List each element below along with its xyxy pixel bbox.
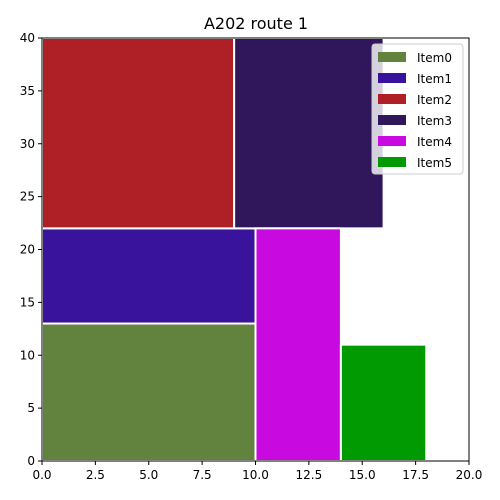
legend-label-item3: Item3	[417, 114, 452, 128]
legend-swatch-item0	[378, 52, 406, 62]
legend-swatch-item3	[378, 115, 406, 125]
legend-swatch-item4	[378, 136, 406, 146]
y-tick-label: 35	[20, 84, 35, 98]
y-tick-label: 20	[20, 243, 35, 257]
chart-title: A202 route 1	[204, 14, 308, 33]
x-tick-label: 17.5	[402, 468, 429, 482]
legend: Item0 Item1 Item2 Item3 Item4 Item5	[372, 44, 463, 174]
bar-item0	[42, 324, 256, 461]
x-tick-label: 7.5	[193, 468, 212, 482]
legend-swatch-item1	[378, 73, 406, 83]
y-tick-label: 10	[20, 348, 35, 362]
plot-area	[42, 38, 426, 461]
y-tick-label: 25	[20, 190, 35, 204]
y-tick-label: 15	[20, 295, 35, 309]
bar-item2	[42, 38, 234, 228]
legend-label-item5: Item5	[417, 156, 452, 170]
legend-swatch-item2	[378, 94, 406, 104]
x-tick-label: 5.0	[139, 468, 158, 482]
x-tick-label: 2.5	[86, 468, 105, 482]
x-tick-label: 20.0	[456, 468, 483, 482]
legend-swatch-item5	[378, 157, 406, 167]
x-tick-label: 10.0	[242, 468, 269, 482]
x-tick-label: 0.0	[32, 468, 51, 482]
legend-label-item4: Item4	[417, 135, 452, 149]
x-tick-label: 15.0	[349, 468, 376, 482]
bar-item3	[234, 38, 383, 228]
legend-label-item1: Item1	[417, 72, 452, 86]
y-tick-label: 40	[20, 31, 35, 45]
y-tick-label: 0	[27, 454, 35, 468]
legend-label-item0: Item0	[417, 51, 452, 65]
bar-item4	[256, 228, 341, 461]
x-tick-label: 12.5	[296, 468, 323, 482]
legend-label-item2: Item2	[417, 93, 452, 107]
bar-item1	[42, 228, 256, 323]
y-tick-label: 5	[27, 401, 35, 415]
y-tick-label: 30	[20, 137, 35, 151]
bar-item5	[341, 345, 426, 461]
